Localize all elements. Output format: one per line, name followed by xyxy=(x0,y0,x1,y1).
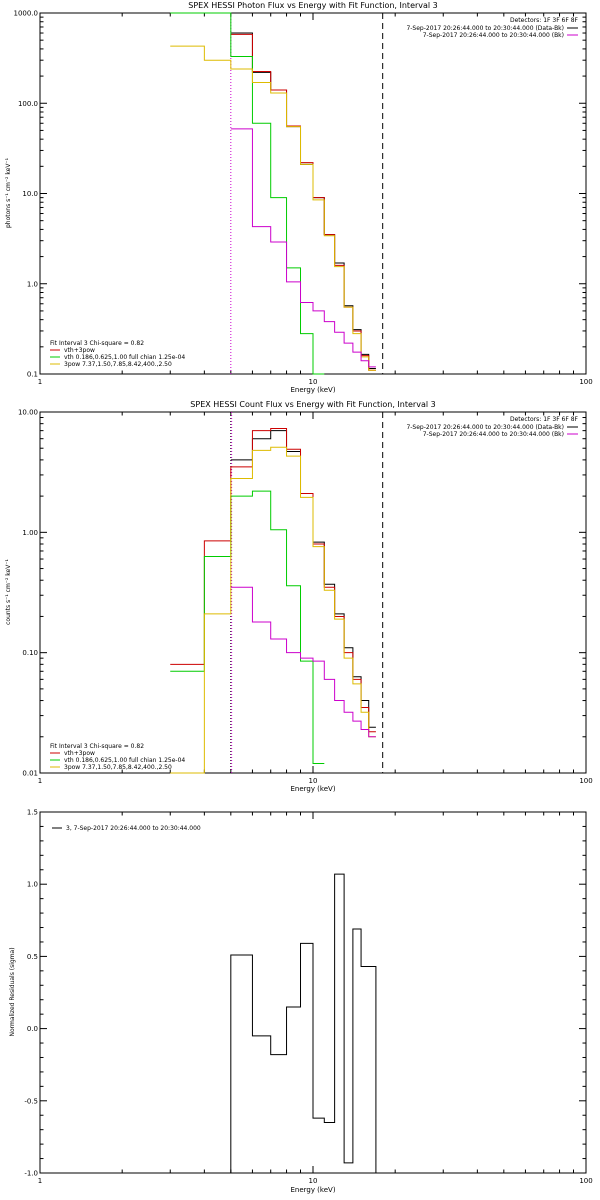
axis-ticks: 1 10 100 0.1 1.0 10.0 100.0 1000.0 xyxy=(14,10,593,387)
series-2-line xyxy=(170,490,325,764)
legend-entry-data-bk: 7-Sep-2017 20:26:44.000 to 20:30:44.000 … xyxy=(406,25,564,32)
x-axis-label: Energy (keV) xyxy=(290,785,335,793)
series-4-line xyxy=(230,128,376,368)
panel-title: SPEX HESSI Count Flux vs Energy with Fit… xyxy=(190,400,435,409)
panel-title: SPEX HESSI Photon Flux vs Energy with Fi… xyxy=(188,1,438,10)
series-4-line xyxy=(230,586,376,738)
legend-detectors: Detectors: 1F 3F 6F 8F xyxy=(510,416,579,423)
data-series xyxy=(170,12,376,375)
series-2-line xyxy=(170,12,325,375)
x-tick-label: 1 xyxy=(38,1177,42,1185)
legend-top-right: Detectors: 1F 3F 6F 8F 7-Sep-2017 20:26:… xyxy=(406,416,578,438)
y-axis-label: photons s⁻¹ cm⁻² keV⁻¹ xyxy=(5,157,12,228)
y-tick-label: 0.01 xyxy=(22,770,38,778)
x-axis-label: Energy (keV) xyxy=(290,386,335,394)
y-tick-label: 0.10 xyxy=(22,649,38,657)
x-tick-label: 10 xyxy=(309,378,318,386)
x-tick-label: 100 xyxy=(579,378,592,386)
x-tick-label: 100 xyxy=(579,777,592,785)
reference-lines xyxy=(230,13,384,374)
x-tick-label: 100 xyxy=(579,1177,592,1185)
y-tick-label: -1.0 xyxy=(24,1170,38,1178)
legend-entry-interval: 3, 7-Sep-2017 20:26:44.000 to 20:30:44.0… xyxy=(66,825,201,832)
legend-entry-3pow: 3pow 7.37,1.50,7.85,8.42,400.,2.50 xyxy=(64,764,172,771)
legend-entry-data-bk: 7-Sep-2017 20:26:44.000 to 20:30:44.000 … xyxy=(406,424,564,431)
legend-entry-bk: 7-Sep-2017 20:26:44.000 to 20:30:44.000 … xyxy=(423,32,564,39)
legend-top-right: Detectors: 1F 3F 6F 8F 7-Sep-2017 20:26:… xyxy=(406,17,578,39)
legend-entry-total: vth+3pow xyxy=(64,750,95,757)
legend-fit-interval: Fit Interval 3 Chi-square = 0.82 xyxy=(50,743,144,750)
y-tick-label: 0.5 xyxy=(27,953,38,961)
y-tick-label: -0.5 xyxy=(24,1097,38,1105)
y-tick-label: 1.5 xyxy=(27,809,38,817)
y-tick-label: 10.00 xyxy=(18,409,38,417)
y-tick-label: 0.0 xyxy=(27,1025,38,1033)
x-axis-label: Energy (keV) xyxy=(290,1186,335,1194)
legend-entry-vth: vth 0.186,0.625,1.00 full chian 1.25e-04 xyxy=(64,757,185,764)
y-axis-label: counts s⁻¹ cm⁻² keV⁻¹ xyxy=(5,559,12,625)
legend-entry-3pow: 3pow 7.37,1.50,7.85,8.42,400.,2.50 xyxy=(64,361,172,368)
series-0-line xyxy=(230,873,377,1173)
legend-top-left: 3, 7-Sep-2017 20:26:44.000 to 20:30:44.0… xyxy=(52,825,201,832)
axis-ticks: 1 10 100 -1.0 -0.5 0.0 0.5 1.0 1.5 xyxy=(24,809,592,1186)
y-tick-label: 1.0 xyxy=(27,881,38,889)
legend-fit-interval: Fit Interval 3 Chi-square = 0.82 xyxy=(50,340,144,347)
data-series xyxy=(230,873,377,1173)
photon-flux-panel: SPEX HESSI Photon Flux vs Energy with Fi… xyxy=(5,1,593,394)
y-tick-label: 1.0 xyxy=(27,280,38,288)
legend-entry-total: vth+3pow xyxy=(64,347,95,354)
legend-bottom-left: Fit Interval 3 Chi-square = 0.82 vth+3po… xyxy=(50,340,185,368)
y-tick-label: 0.1 xyxy=(27,371,38,379)
y-tick-label: 100.0 xyxy=(18,100,38,108)
data-series xyxy=(170,427,376,774)
x-tick-label: 10 xyxy=(309,1177,318,1185)
series-3-line xyxy=(170,446,376,774)
x-tick-label: 1 xyxy=(38,378,42,386)
y-tick-label: 1000.0 xyxy=(14,10,39,18)
legend-bottom-left: Fit Interval 3 Chi-square = 0.82 vth+3po… xyxy=(50,743,185,771)
x-tick-label: 1 xyxy=(38,777,42,785)
count-flux-panel: SPEX HESSI Count Flux vs Energy with Fit… xyxy=(5,400,593,793)
y-tick-label: 10.0 xyxy=(22,190,38,198)
legend-detectors: Detectors: 1F 3F 6F 8F xyxy=(510,17,579,24)
series-3-line xyxy=(170,45,376,371)
axis-ticks: 1 10 100 0.01 0.10 1.00 10.00 xyxy=(18,409,593,786)
residuals-panel: 1 10 100-1.0-0.50.00.51.01.5 Energy (keV) … xyxy=(9,809,593,1195)
legend-entry-bk: 7-Sep-2017 20:26:44.000 to 20:30:44.000 … xyxy=(423,431,564,438)
y-axis-label: Normalized Residuals (sigma) xyxy=(9,947,16,1036)
legend-entry-vth: vth 0.186,0.625,1.00 full chian 1.25e-04 xyxy=(64,354,185,361)
x-tick-label: 10 xyxy=(309,777,318,785)
y-tick-label: 1.00 xyxy=(22,529,38,537)
